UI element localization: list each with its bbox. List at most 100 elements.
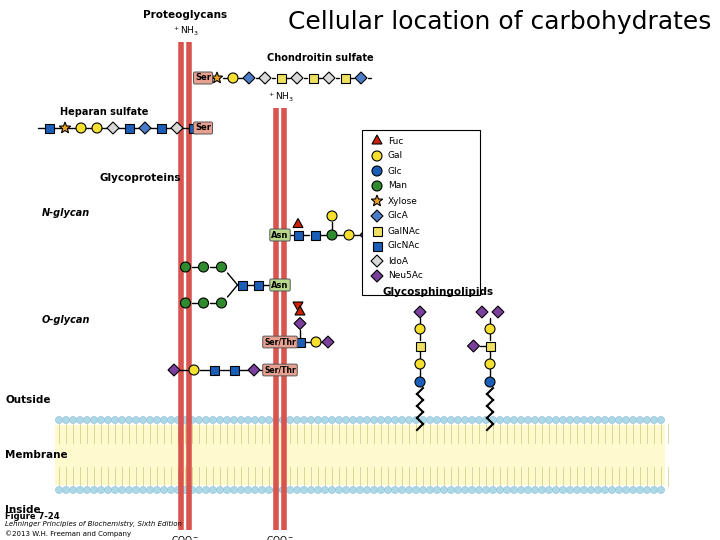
Circle shape <box>153 487 161 494</box>
Bar <box>230 366 238 375</box>
Circle shape <box>524 487 531 494</box>
Circle shape <box>636 416 644 423</box>
Circle shape <box>251 487 258 494</box>
Circle shape <box>202 487 210 494</box>
Circle shape <box>384 487 392 494</box>
Circle shape <box>328 416 336 423</box>
Circle shape <box>650 416 657 423</box>
Circle shape <box>238 416 245 423</box>
Text: COO$^-$: COO$^-$ <box>266 534 294 540</box>
Text: Proteoglycans: Proteoglycans <box>143 10 227 20</box>
Bar <box>295 338 305 347</box>
Circle shape <box>168 416 174 423</box>
Circle shape <box>433 487 441 494</box>
Circle shape <box>328 487 336 494</box>
Circle shape <box>398 416 405 423</box>
Circle shape <box>104 416 112 423</box>
Circle shape <box>344 230 354 240</box>
Bar <box>253 280 263 289</box>
Circle shape <box>238 487 245 494</box>
Circle shape <box>146 487 153 494</box>
Polygon shape <box>291 72 303 84</box>
Bar <box>156 124 166 132</box>
Circle shape <box>322 487 328 494</box>
Text: Outside: Outside <box>5 395 50 405</box>
Polygon shape <box>467 340 480 352</box>
Circle shape <box>415 377 425 387</box>
Circle shape <box>371 487 377 494</box>
Text: Fuc: Fuc <box>388 137 403 145</box>
Circle shape <box>482 487 490 494</box>
Circle shape <box>426 487 433 494</box>
Text: Ser/Thr: Ser/Thr <box>264 366 296 375</box>
Circle shape <box>199 262 209 272</box>
Polygon shape <box>59 122 71 133</box>
Text: GlcA: GlcA <box>388 212 409 220</box>
Circle shape <box>279 487 287 494</box>
Polygon shape <box>294 318 306 329</box>
Circle shape <box>272 416 279 423</box>
Circle shape <box>595 416 601 423</box>
Circle shape <box>196 416 202 423</box>
Circle shape <box>181 262 191 272</box>
Circle shape <box>372 181 382 191</box>
Circle shape <box>454 487 462 494</box>
Circle shape <box>510 416 518 423</box>
Circle shape <box>420 487 426 494</box>
Circle shape <box>377 416 384 423</box>
Circle shape <box>485 377 495 387</box>
Circle shape <box>223 416 230 423</box>
Circle shape <box>161 487 168 494</box>
Circle shape <box>490 487 497 494</box>
Circle shape <box>426 416 433 423</box>
Circle shape <box>84 487 91 494</box>
Text: Gal: Gal <box>388 152 403 160</box>
Text: GalNAc: GalNAc <box>388 226 421 235</box>
Text: Ser: Ser <box>195 73 211 83</box>
Circle shape <box>349 487 356 494</box>
Circle shape <box>546 487 552 494</box>
Circle shape <box>485 359 495 369</box>
Circle shape <box>322 416 328 423</box>
Circle shape <box>448 416 454 423</box>
Circle shape <box>266 487 272 494</box>
Circle shape <box>574 487 580 494</box>
Circle shape <box>524 416 531 423</box>
Circle shape <box>623 416 629 423</box>
Circle shape <box>230 487 238 494</box>
Bar <box>415 341 425 350</box>
Bar <box>308 73 318 83</box>
Circle shape <box>384 416 392 423</box>
Circle shape <box>420 416 426 423</box>
Circle shape <box>559 487 567 494</box>
Circle shape <box>539 416 546 423</box>
Circle shape <box>287 487 294 494</box>
Circle shape <box>217 416 223 423</box>
Circle shape <box>210 416 217 423</box>
Circle shape <box>510 487 518 494</box>
Circle shape <box>300 416 307 423</box>
Circle shape <box>327 230 337 240</box>
Circle shape <box>405 416 413 423</box>
Circle shape <box>559 416 567 423</box>
Circle shape <box>377 487 384 494</box>
Circle shape <box>595 487 601 494</box>
Circle shape <box>392 416 398 423</box>
Text: O-glycan: O-glycan <box>42 315 91 325</box>
Polygon shape <box>171 122 183 134</box>
Polygon shape <box>371 270 383 282</box>
Circle shape <box>315 487 322 494</box>
Circle shape <box>371 416 377 423</box>
Circle shape <box>616 416 623 423</box>
Circle shape <box>552 416 559 423</box>
Circle shape <box>588 487 595 494</box>
Circle shape <box>132 487 140 494</box>
Polygon shape <box>371 255 383 267</box>
Circle shape <box>161 416 168 423</box>
Circle shape <box>174 487 181 494</box>
Circle shape <box>650 487 657 494</box>
Polygon shape <box>295 306 305 315</box>
Text: Cellular location of carbohydrates: Cellular location of carbohydrates <box>288 10 711 34</box>
Text: Glycosphingolipids: Glycosphingolipids <box>382 287 494 297</box>
Circle shape <box>327 211 337 221</box>
